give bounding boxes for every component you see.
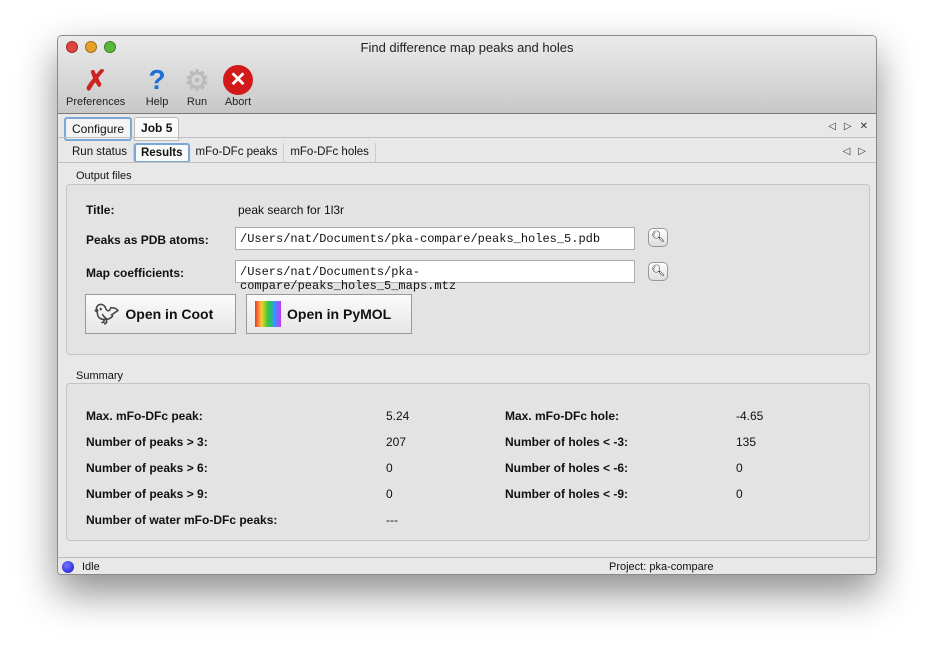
magnifier-icon: 🔍︎	[651, 231, 665, 243]
status-bar: Idle Project: pka-compare	[58, 557, 876, 574]
run-button[interactable]: ⚙ Run	[180, 64, 214, 109]
minimize-button[interactable]	[85, 41, 97, 53]
summary-label-left-4: Number of water mFo-DFc peaks:	[86, 513, 278, 527]
abort-icon: ✕	[221, 64, 255, 96]
pymol-icon	[255, 301, 281, 327]
abort-button[interactable]: ✕ Abort	[221, 64, 255, 108]
magnifier-icon: 🔍︎	[651, 265, 665, 277]
close-button[interactable]	[66, 41, 78, 53]
summary-value-left-1: 207	[386, 435, 407, 449]
pdb-label: Peaks as PDB atoms:	[86, 233, 209, 247]
subtab-run-status[interactable]: Run status	[66, 143, 134, 163]
help-button[interactable]: ? Help	[140, 64, 174, 108]
gear-icon: ⚙	[184, 64, 210, 96]
summary-value-left-3: 0	[386, 487, 393, 501]
summary-group	[66, 383, 870, 541]
next-tab-icon[interactable]: ▷	[843, 121, 852, 132]
summary-value-left-4: ---	[386, 513, 398, 527]
summary-label-left-3: Number of peaks > 9:	[86, 487, 208, 501]
summary-value-right-0: -4.65	[736, 409, 764, 423]
next-subtab-icon[interactable]: ▷	[858, 146, 866, 157]
subtab-holes[interactable]: mFo-DFc holes	[284, 143, 376, 163]
window-title: Find difference map peaks and holes	[360, 40, 574, 55]
project-label: Project: pka-compare	[609, 561, 714, 573]
summary-label-right-1: Number of holes < -3:	[505, 435, 629, 449]
prev-subtab-icon[interactable]: ◁	[842, 146, 851, 157]
summary-label: Summary	[76, 370, 124, 382]
tab-controls: ◁ ▷ ✕	[828, 121, 868, 132]
summary-label-left-0: Max. mFo-DFc peak:	[86, 409, 203, 423]
subtab-peaks[interactable]: mFo-DFc peaks	[190, 143, 285, 163]
prev-tab-icon[interactable]: ◁	[828, 121, 836, 132]
title-label: Title:	[86, 203, 115, 217]
close-tab-icon[interactable]: ✕	[859, 121, 868, 132]
summary-label-left-1: Number of peaks > 3:	[86, 435, 208, 449]
pdb-path-field[interactable]: /Users/nat/Documents/pka-compare/peaks_h…	[235, 227, 635, 250]
status-text: Idle	[82, 561, 100, 573]
pdb-browse-button[interactable]: 🔍︎	[648, 228, 668, 247]
summary-value-right-3: 0	[736, 487, 743, 501]
subtab-results[interactable]: Results	[133, 143, 190, 163]
preferences-button[interactable]: ✗ Preferences	[66, 64, 126, 109]
summary-value-right-2: 0	[736, 461, 743, 475]
zoom-button[interactable]	[104, 41, 116, 53]
summary-label-right-3: Number of holes < -9:	[505, 487, 629, 501]
summary-label-right-0: Max. mFo-DFc hole:	[505, 409, 620, 423]
help-icon: ?	[148, 64, 166, 95]
summary-value-left-2: 0	[386, 461, 393, 475]
coot-bird-icon: 🐦︎	[94, 303, 120, 326]
summary-value-left-0: 5.24	[386, 409, 410, 423]
open-in-coot-button[interactable]: 🐦︎ Open in Coot	[85, 294, 236, 334]
summary-value-right-1: 135	[736, 435, 757, 449]
toolbar: Find difference map peaks and holes ✗ Pre…	[58, 36, 876, 114]
tools-icon: ✗	[83, 64, 108, 96]
main-window: Find difference map peaks and holes ✗ Pre…	[57, 35, 877, 575]
open-in-pymol-button[interactable]: Open in PyMOL	[246, 294, 412, 334]
map-path-field[interactable]: /Users/nat/Documents/pka-compare/peaks_h…	[235, 260, 635, 293]
summary-label-right-2: Number of holes < -6:	[505, 461, 629, 475]
map-browse-button[interactable]: 🔍︎	[648, 262, 668, 281]
map-label: Map coefficients:	[86, 266, 185, 280]
output-files-label: Output files	[76, 170, 132, 182]
summary-label-left-2: Number of peaks > 6:	[86, 461, 208, 475]
status-indicator-icon	[62, 561, 74, 573]
title-value: peak search for 1l3r	[238, 203, 345, 217]
